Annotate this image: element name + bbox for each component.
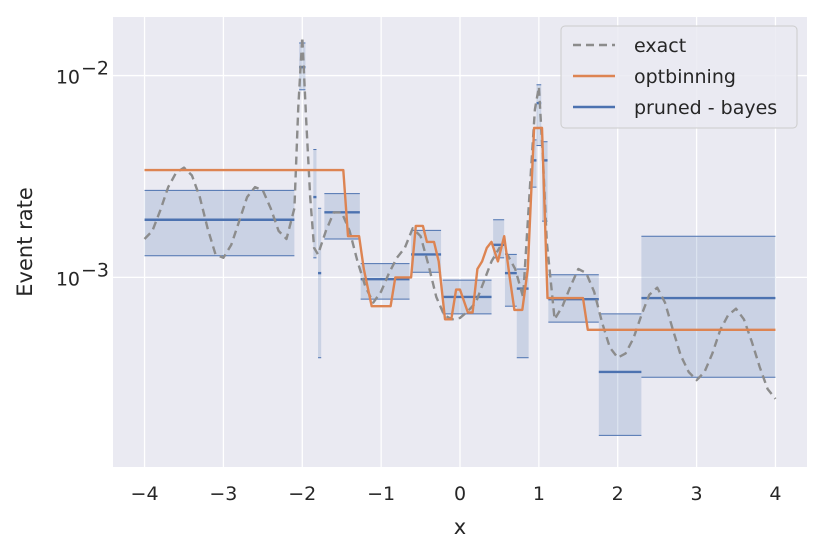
x-tick-label: 4: [769, 483, 781, 505]
y-axis-ticks: 10−310−2: [56, 58, 109, 291]
y-tick-label: 10: [56, 67, 80, 89]
y-tick-label: 10: [56, 268, 80, 290]
x-tick-label: −4: [131, 483, 159, 505]
y-tick-exponent: −3: [81, 259, 109, 281]
bin-interval-band: [516, 269, 529, 358]
legend-box: [560, 25, 798, 129]
x-tick-label: 1: [533, 483, 545, 505]
legend-label: exact: [634, 35, 686, 57]
x-tick-label: −2: [288, 483, 316, 505]
legend: exact optbinning pruned - bayes: [560, 25, 798, 129]
series-line-exact: [143, 35, 777, 400]
bin-interval-band: [536, 84, 542, 146]
x-axis-ticks: −4 −3 −2 −1 0 1 2 3 4: [131, 483, 782, 505]
x-tick-label: −3: [209, 483, 237, 505]
x-axis-label: x: [454, 515, 466, 539]
bin-interval-band: [641, 236, 776, 378]
series-lines: [143, 35, 777, 400]
bin-interval-band: [318, 208, 322, 358]
y-axis-label: Event rate: [13, 187, 37, 297]
bin-interval-band: [532, 139, 537, 188]
bin-interval-band: [313, 149, 317, 258]
bin-interval-band: [493, 219, 505, 258]
bin-interval-band: [324, 193, 360, 239]
x-tick-label: 0: [454, 483, 466, 505]
legend-label: optbinning: [634, 66, 736, 88]
x-tick-label: 2: [612, 483, 624, 505]
bin-interval-band: [144, 190, 295, 256]
x-tick-label: −1: [367, 483, 395, 505]
y-tick-exponent: −2: [81, 58, 109, 80]
series-line-optbinning: [144, 126, 776, 331]
x-tick-label: 3: [691, 483, 703, 505]
legend-label: pruned - bayes: [634, 97, 777, 119]
